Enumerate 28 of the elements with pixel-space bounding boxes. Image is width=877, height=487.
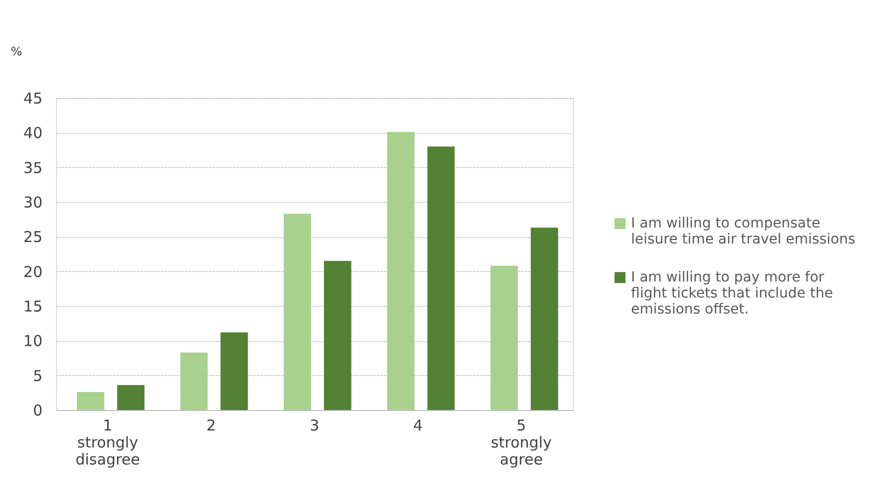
x-tick-label: 5 strongly agree [490,416,552,468]
bar [220,332,248,410]
x-tick-label: 4 [413,416,423,434]
legend-label: I am willing to compensate leisure time air travel emissions [631,216,856,248]
y-tick-label: 45 [23,90,42,108]
y-tick-label: 40 [23,124,42,142]
bar [530,228,558,410]
y-axis-title: % [10,44,22,58]
x-tick-label: 1 strongly disagree [75,416,140,468]
y-tick-label: 30 [23,194,42,212]
bar [180,352,208,410]
y-tick-label: 15 [23,298,42,316]
x-tick-label: 2 [206,416,216,434]
y-tick-label: 25 [23,228,42,246]
bar [387,132,414,410]
y-tick-label: 35 [23,158,42,177]
y-tick-label: 0 [32,402,42,420]
bar [324,260,352,410]
bar [490,266,518,410]
y-tick-label: 10 [23,332,42,350]
legend-label: I am willing to pay more for flight tickets that include the emissions offset. [631,270,833,318]
bar [117,385,144,410]
y-tick-label: 5 [32,366,42,385]
bar [427,146,455,410]
bar [284,214,312,410]
bar [76,392,104,410]
x-tick-label: 3 [310,416,320,434]
y-tick-label: 20 [23,262,42,281]
